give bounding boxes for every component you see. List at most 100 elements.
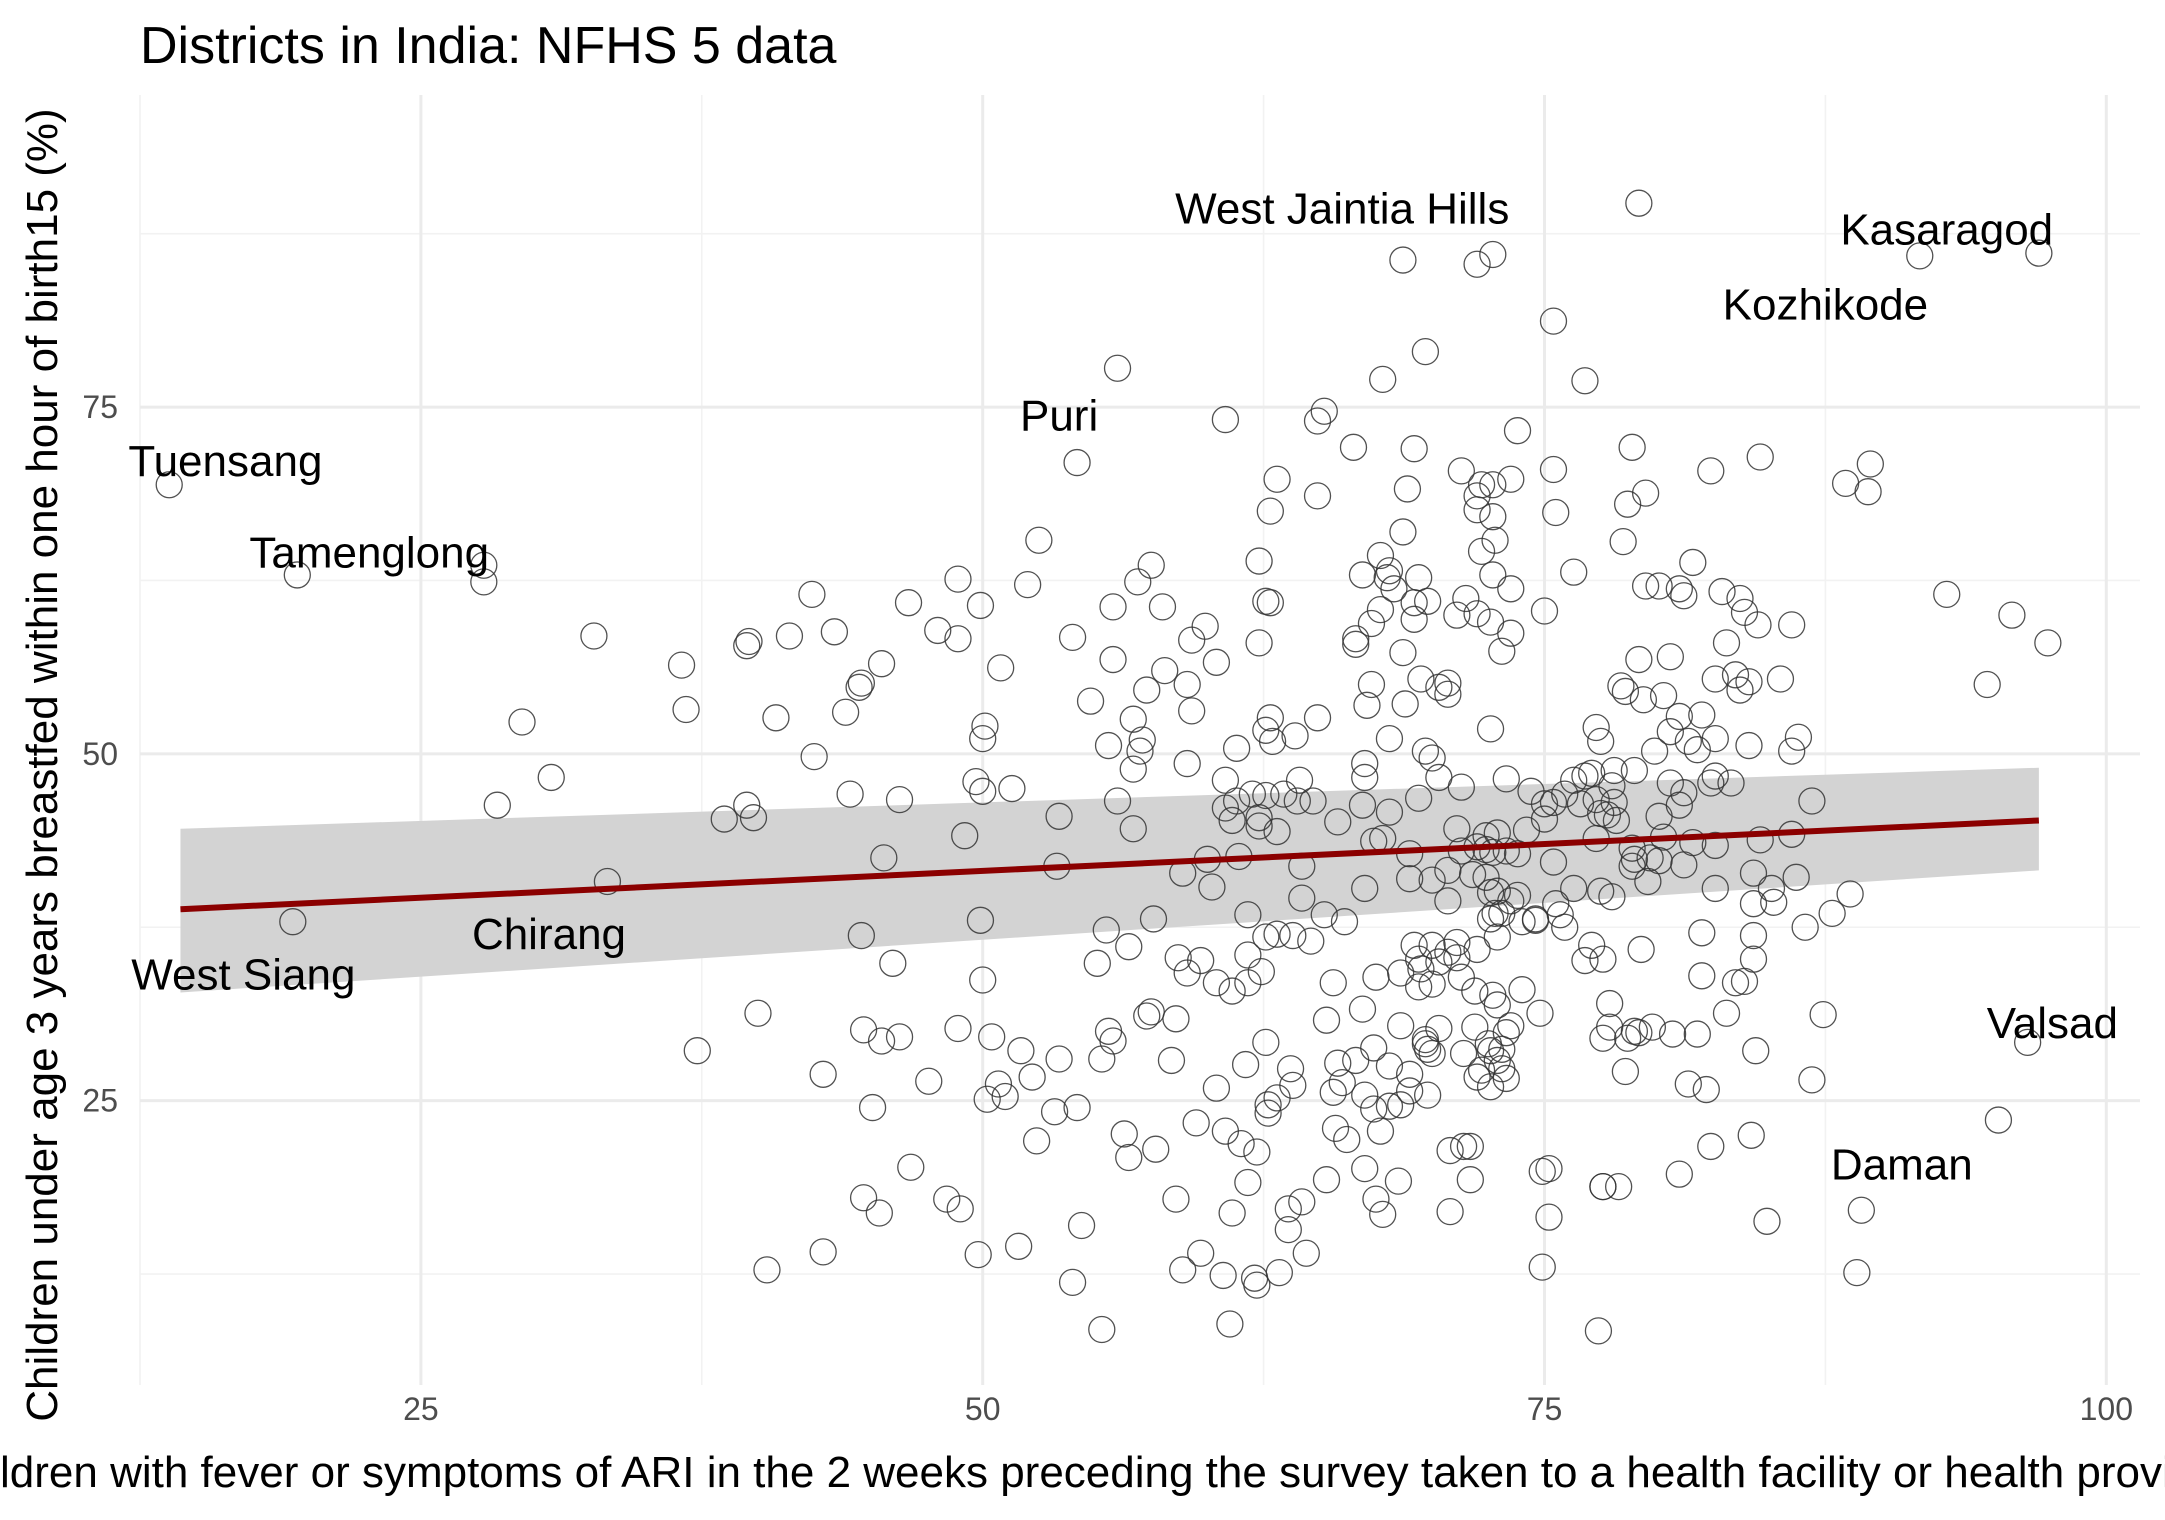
data-point bbox=[1434, 680, 1462, 708]
y-tick-label: 25 bbox=[82, 1083, 118, 1119]
data-point bbox=[1701, 724, 1729, 753]
district-label: Valsad bbox=[1987, 999, 2118, 1048]
data-point bbox=[1778, 737, 1806, 765]
district-label: Tamenglong bbox=[249, 529, 489, 578]
district-label: West Jaintia Hills bbox=[1175, 185, 1509, 234]
data-point bbox=[1551, 913, 1579, 941]
data-point bbox=[283, 561, 311, 589]
data-point bbox=[1274, 1195, 1302, 1223]
data-point bbox=[1847, 1196, 1875, 1224]
data-point bbox=[849, 1184, 878, 1212]
data-point bbox=[1418, 931, 1446, 959]
data-point bbox=[1708, 577, 1736, 606]
data-point bbox=[1479, 561, 1507, 589]
data-point bbox=[1605, 1172, 1633, 1201]
data-point bbox=[1119, 755, 1147, 783]
data-point bbox=[1142, 1135, 1170, 1163]
data-point bbox=[1063, 448, 1091, 477]
data-point bbox=[1627, 935, 1655, 964]
confidence-band bbox=[180, 767, 2039, 993]
data-point bbox=[1231, 1050, 1260, 1079]
data-point bbox=[1589, 945, 1617, 973]
data-point bbox=[1348, 791, 1377, 819]
data-point bbox=[1436, 1197, 1464, 1226]
data-point bbox=[1631, 572, 1660, 600]
data-point bbox=[1013, 570, 1042, 599]
data-point bbox=[1099, 593, 1127, 621]
data-point bbox=[1157, 1046, 1186, 1075]
data-point bbox=[1739, 890, 1768, 918]
data-point bbox=[1600, 788, 1628, 817]
data-point bbox=[1083, 949, 1111, 977]
district-label: Kozhikode bbox=[1723, 280, 1928, 329]
data-point bbox=[1324, 1049, 1352, 1077]
data-point bbox=[1447, 963, 1475, 991]
data-point bbox=[1310, 397, 1338, 425]
data-point bbox=[1791, 913, 1819, 941]
data-point bbox=[1463, 935, 1491, 964]
data-point bbox=[879, 949, 907, 977]
data-point bbox=[1348, 561, 1377, 589]
data-point bbox=[1665, 575, 1693, 603]
data-point bbox=[470, 568, 498, 596]
data-point bbox=[1263, 1084, 1291, 1112]
data-point bbox=[1018, 1063, 1046, 1091]
data-point bbox=[1443, 815, 1471, 843]
data-point bbox=[1263, 817, 1291, 846]
data-point bbox=[733, 791, 761, 819]
data-point bbox=[1443, 601, 1471, 629]
data-point bbox=[1407, 955, 1435, 983]
data-point bbox=[969, 777, 997, 805]
data-point bbox=[1535, 1154, 1563, 1183]
data-point bbox=[1933, 580, 1961, 609]
data-point bbox=[1133, 676, 1161, 704]
district-label: West Siang bbox=[131, 950, 355, 999]
data-point bbox=[1094, 731, 1123, 760]
data-point bbox=[1638, 1013, 1667, 1041]
data-point bbox=[1310, 901, 1338, 929]
data-point bbox=[1456, 1166, 1484, 1194]
data-point bbox=[1321, 1114, 1350, 1143]
major-gridlines bbox=[140, 95, 2140, 1385]
data-point bbox=[1620, 1017, 1649, 1045]
data-point bbox=[1375, 557, 1404, 585]
data-point bbox=[1387, 959, 1415, 987]
district-label: Kasaragod bbox=[1840, 206, 2053, 255]
data-point bbox=[1366, 1117, 1395, 1145]
data-point bbox=[1276, 1055, 1305, 1083]
data-point bbox=[1674, 1070, 1702, 1098]
data-point bbox=[1443, 944, 1471, 972]
data-point bbox=[870, 844, 898, 872]
data-point bbox=[667, 651, 696, 679]
data-point bbox=[1222, 734, 1251, 762]
data-point bbox=[1578, 759, 1606, 787]
data-point bbox=[944, 565, 972, 593]
data-point bbox=[1479, 503, 1507, 531]
data-point bbox=[1571, 946, 1599, 975]
data-point bbox=[1288, 884, 1316, 912]
data-point bbox=[1243, 1138, 1271, 1166]
data-point bbox=[1218, 1199, 1246, 1227]
data-point bbox=[1126, 737, 1154, 765]
data-point bbox=[1128, 726, 1156, 754]
data-point bbox=[1339, 433, 1368, 461]
data-point bbox=[762, 704, 790, 732]
data-point bbox=[1483, 923, 1511, 951]
data-point bbox=[1218, 977, 1246, 1005]
data-point bbox=[1692, 1075, 1720, 1104]
data-point bbox=[1760, 888, 1788, 916]
data-point bbox=[1303, 407, 1332, 435]
data-point bbox=[1447, 773, 1475, 801]
data-point bbox=[1461, 977, 1489, 1005]
data-point bbox=[508, 708, 536, 736]
data-point bbox=[969, 966, 997, 994]
data-point bbox=[987, 654, 1015, 682]
data-point bbox=[1119, 705, 1147, 733]
data-point bbox=[1202, 648, 1231, 676]
data-point bbox=[1856, 450, 1884, 478]
data-point bbox=[1362, 963, 1390, 991]
data-point bbox=[744, 999, 772, 1027]
data-point bbox=[1625, 189, 1653, 217]
data-point bbox=[847, 669, 875, 697]
data-point bbox=[1393, 475, 1422, 503]
